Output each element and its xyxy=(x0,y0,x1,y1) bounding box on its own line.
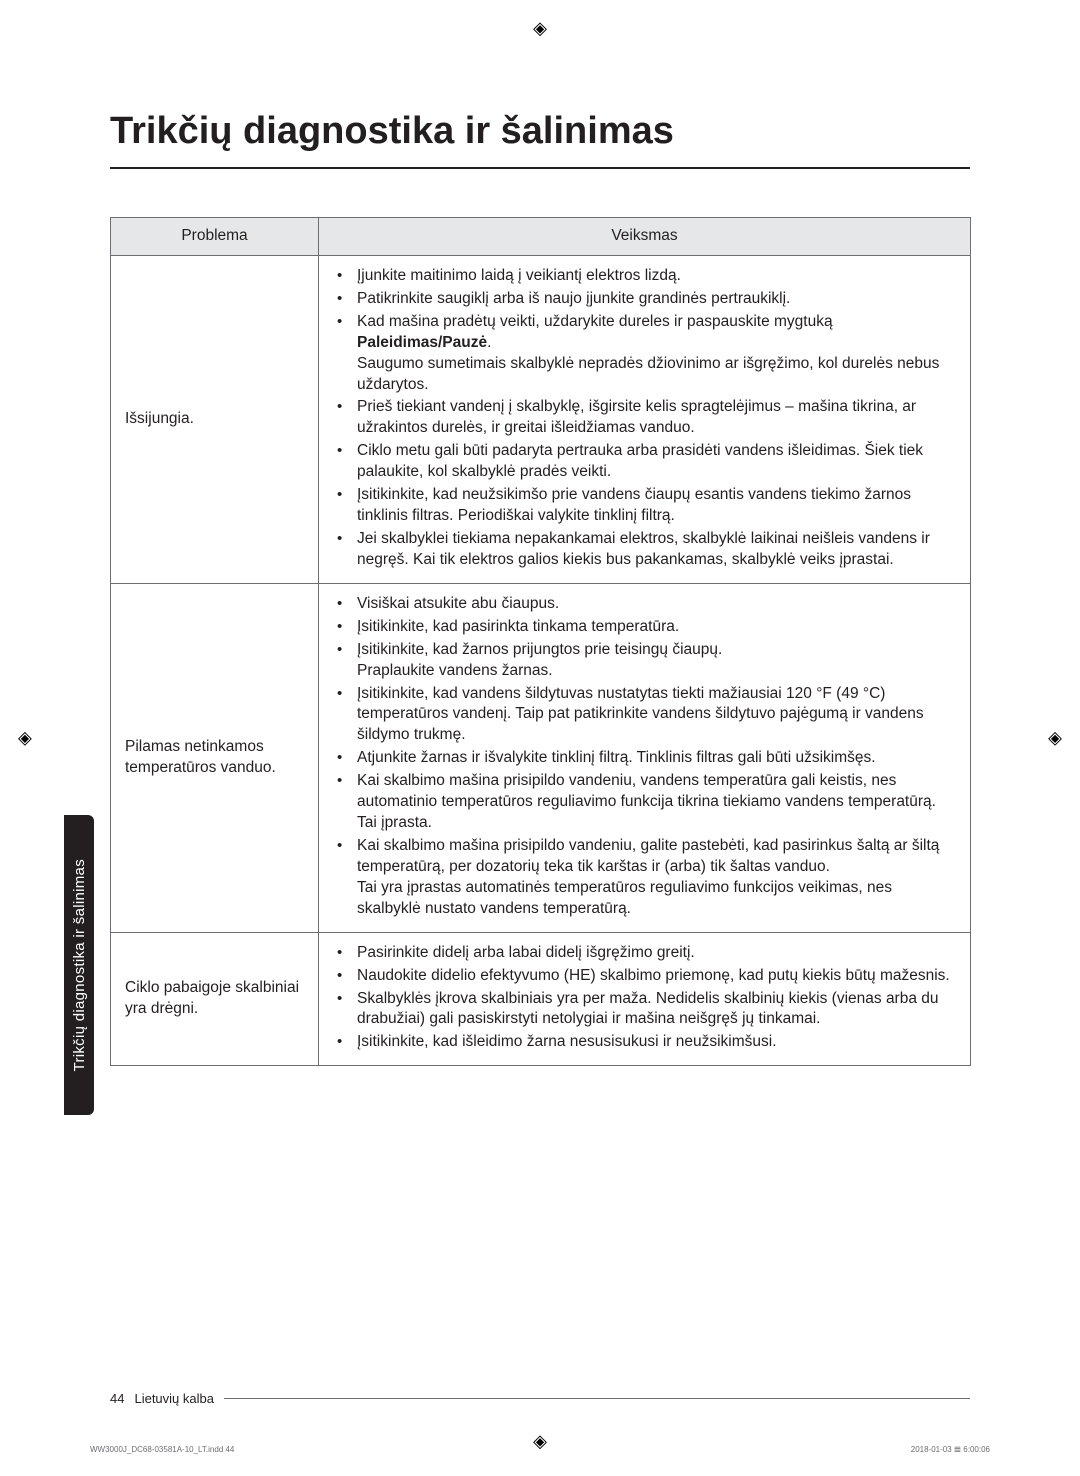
list-item: Atjunkite žarnas ir išvalykite tinklinį … xyxy=(333,748,956,769)
bullet-text: Atjunkite žarnas ir išvalykite tinklinį … xyxy=(357,749,876,766)
table-row: Pilamas netinkamos temperatūros vanduo. … xyxy=(111,583,971,932)
page-title: Trikčių diagnostika ir šalinimas xyxy=(110,110,970,153)
footer-rule xyxy=(224,1398,970,1399)
bullet-text: . xyxy=(487,334,491,351)
bullet-text: Įsitikinkite, kad išleidimo žarna nesusi… xyxy=(357,1033,777,1050)
bullet-text: Ciklo metu gali būti padaryta pertrauka … xyxy=(357,442,923,480)
page-content: Trikčių diagnostika ir šalinimas Problem… xyxy=(110,110,970,1066)
crop-mark-bottom: ◈ xyxy=(533,1431,547,1452)
bullet-sub: Tai yra įprastas automatinės temperatūro… xyxy=(357,878,956,920)
crop-mark-right: ◈ xyxy=(1048,728,1062,749)
crop-mark-top: ◈ xyxy=(533,18,547,39)
bullet-text: Įsitikinkite, kad neužsikimšo prie vande… xyxy=(357,486,911,524)
bullet-text: Jei skalbyklei tiekiama nepakankamai ele… xyxy=(357,530,930,568)
bullet-text: Visiškai atsukite abu čiaupus. xyxy=(357,595,559,612)
bullet-list: Pasirinkite didelį arba labai didelį išg… xyxy=(333,943,956,1054)
bullet-text: Naudokite didelio efektyvumo (HE) skalbi… xyxy=(357,967,950,984)
list-item: Įsitikinkite, kad žarnos prijungtos prie… xyxy=(333,640,956,682)
list-item: Įsitikinkite, kad pasirinkta tinkama tem… xyxy=(333,617,956,638)
bullet-text: Skalbyklės įkrova skalbiniais yra per ma… xyxy=(357,990,939,1028)
problem-cell: Išsijungia. xyxy=(111,255,319,583)
bullet-text: Kai skalbimo mašina prisipildo vandeniu,… xyxy=(357,772,936,831)
list-item: Įsitikinkite, kad vandens šildytuvas nus… xyxy=(333,684,956,747)
bullet-text: Prieš tiekiant vandenį į skalbyklę, išgi… xyxy=(357,398,916,436)
list-item: Įsitikinkite, kad neužsikimšo prie vande… xyxy=(333,485,956,527)
action-cell: Visiškai atsukite abu čiaupus. Įsitikink… xyxy=(319,583,971,932)
bullet-sub: Praplaukite vandens žarnas. xyxy=(357,661,956,682)
action-cell: Pasirinkite didelį arba labai didelį išg… xyxy=(319,932,971,1066)
list-item: Įjunkite maitinimo laidą į veikiantį ele… xyxy=(333,266,956,287)
list-item: Ciklo metu gali būti padaryta pertrauka … xyxy=(333,441,956,483)
bullet-sub: Saugumo sumetimais skalbyklė nepradės dž… xyxy=(357,354,956,396)
problem-cell: Ciklo pabaigoje skalbiniai yra drėgni. xyxy=(111,932,319,1066)
bullet-text: Kai skalbimo mašina prisipildo vandeniu,… xyxy=(357,837,939,875)
bullet-bold: Paleidimas/Pauzė xyxy=(357,334,487,351)
bullet-list: Visiškai atsukite abu čiaupus. Įsitikink… xyxy=(333,594,956,920)
list-item: Prieš tiekiant vandenį į skalbyklę, išgi… xyxy=(333,397,956,439)
page-footer: 44 Lietuvių kalba xyxy=(110,1391,970,1406)
bullet-text: Patikrinkite saugiklį arba iš naujo įjun… xyxy=(357,290,790,307)
print-slug-left: WW3000J_DC68-03581A-10_LT.indd 44 xyxy=(90,1445,234,1454)
list-item: Jei skalbyklei tiekiama nepakankamai ele… xyxy=(333,529,956,571)
list-item: Skalbyklės įkrova skalbiniais yra per ma… xyxy=(333,989,956,1031)
title-rule xyxy=(110,167,970,169)
side-tab: Trikčių diagnostika ir šalinimas xyxy=(64,815,94,1115)
print-slug-right: 2018-01-03 𝌆 6:00:06 xyxy=(911,1445,990,1454)
list-item: Įsitikinkite, kad išleidimo žarna nesusi… xyxy=(333,1032,956,1053)
header-action: Veiksmas xyxy=(319,218,971,256)
footer-language: Lietuvių kalba xyxy=(134,1391,214,1406)
table-header-row: Problema Veiksmas xyxy=(111,218,971,256)
list-item: Pasirinkite didelį arba labai didelį išg… xyxy=(333,943,956,964)
list-item: Kai skalbimo mašina prisipildo vandeniu,… xyxy=(333,771,956,834)
bullet-text: Įsitikinkite, kad pasirinkta tinkama tem… xyxy=(357,618,679,635)
table-row: Išsijungia. Įjunkite maitinimo laidą į v… xyxy=(111,255,971,583)
footer-page-number: 44 xyxy=(110,1391,124,1406)
list-item: Kad mašina pradėtų veikti, uždarykite du… xyxy=(333,312,956,396)
list-item: Visiškai atsukite abu čiaupus. xyxy=(333,594,956,615)
bullet-text: Įsitikinkite, kad žarnos prijungtos prie… xyxy=(357,641,722,658)
side-tab-label: Trikčių diagnostika ir šalinimas xyxy=(71,859,88,1071)
table-row: Ciklo pabaigoje skalbiniai yra drėgni. P… xyxy=(111,932,971,1066)
list-item: Patikrinkite saugiklį arba iš naujo įjun… xyxy=(333,289,956,310)
crop-mark-left: ◈ xyxy=(18,728,32,749)
list-item: Kai skalbimo mašina prisipildo vandeniu,… xyxy=(333,836,956,920)
list-item: Naudokite didelio efektyvumo (HE) skalbi… xyxy=(333,966,956,987)
bullet-text: Įsitikinkite, kad vandens šildytuvas nus… xyxy=(357,685,924,744)
troubleshooting-table: Problema Veiksmas Išsijungia. Įjunkite m… xyxy=(110,217,971,1066)
bullet-text: Pasirinkite didelį arba labai didelį išg… xyxy=(357,944,695,961)
bullet-text: Įjunkite maitinimo laidą į veikiantį ele… xyxy=(357,267,681,284)
action-cell: Įjunkite maitinimo laidą į veikiantį ele… xyxy=(319,255,971,583)
problem-cell: Pilamas netinkamos temperatūros vanduo. xyxy=(111,583,319,932)
header-problem: Problema xyxy=(111,218,319,256)
bullet-list: Įjunkite maitinimo laidą į veikiantį ele… xyxy=(333,266,956,571)
bullet-text: Kad mašina pradėtų veikti, uždarykite du… xyxy=(357,313,833,330)
